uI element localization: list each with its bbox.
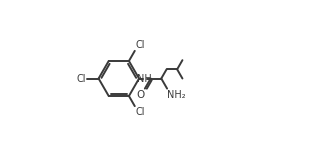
Text: Cl: Cl	[77, 73, 86, 84]
Text: NH: NH	[137, 73, 152, 84]
Text: NH₂: NH₂	[167, 89, 186, 100]
Text: Cl: Cl	[135, 107, 145, 117]
Text: O: O	[136, 89, 144, 100]
Text: Cl: Cl	[135, 40, 145, 50]
